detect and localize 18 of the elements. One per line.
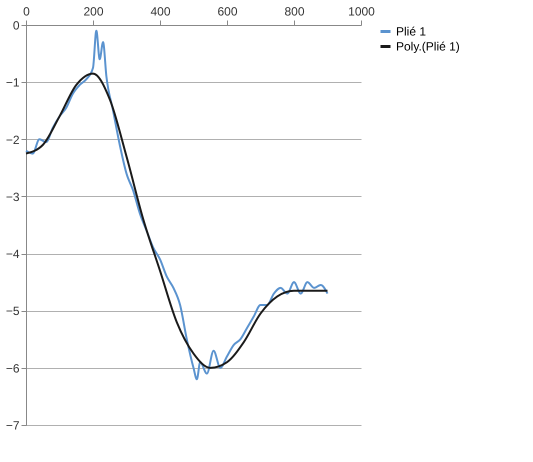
y-tick-label: −7 <box>6 418 20 432</box>
legend-label: Poly.(Plié 1) <box>396 40 460 54</box>
y-tick-label: −4 <box>6 247 20 262</box>
x-tick-label: 600 <box>217 4 238 18</box>
line-series <box>25 30 328 380</box>
y-tick-label: −1 <box>6 76 20 90</box>
x-tick-label: 1000 <box>348 4 376 18</box>
line-series <box>25 72 328 369</box>
x-tick-label: 800 <box>284 4 305 18</box>
legend-label: Plié 1 <box>396 24 426 38</box>
x-tick-label: 200 <box>83 4 104 18</box>
y-tick-label: −6 <box>6 361 20 376</box>
x-tick-label: 0 <box>23 4 30 18</box>
y-tick-label: 0 <box>12 18 20 32</box>
y-tick-label: −5 <box>6 304 20 318</box>
y-tick-label: −2 <box>6 132 20 147</box>
y-tick-label: −3 <box>6 190 20 204</box>
x-tick-label: 400 <box>150 4 171 18</box>
